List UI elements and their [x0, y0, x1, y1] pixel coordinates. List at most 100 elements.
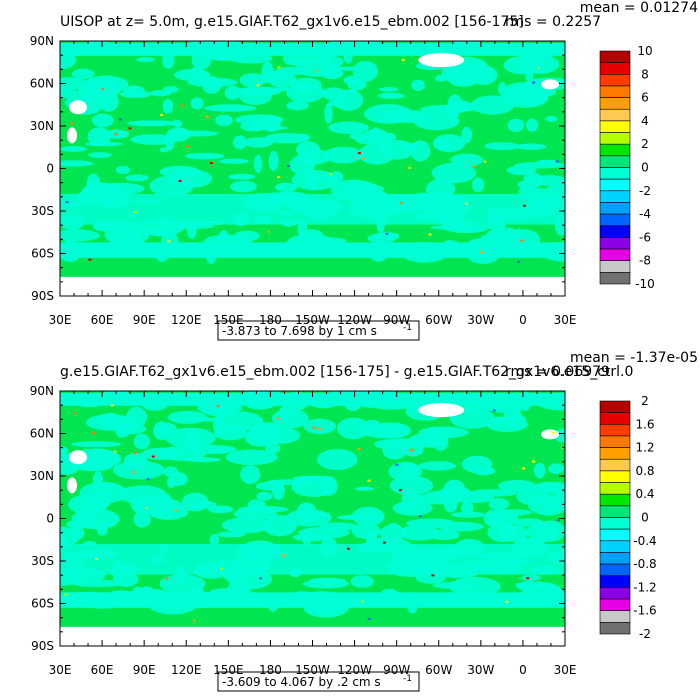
patch	[133, 198, 166, 203]
x-tick-label: 60E	[91, 313, 114, 327]
patch	[297, 149, 331, 165]
patch	[92, 471, 104, 490]
patch	[498, 81, 507, 96]
patch	[251, 125, 288, 131]
patch	[539, 241, 565, 262]
range-text: -3.609 to 4.067 by .2 cm s	[222, 675, 381, 689]
patch	[60, 229, 100, 242]
patch	[291, 170, 339, 191]
legend-swatch	[599, 575, 631, 588]
x-tick-label: 90W	[383, 313, 410, 327]
patch	[533, 462, 546, 479]
patch	[347, 78, 367, 91]
legend-swatch	[599, 540, 631, 553]
patch	[232, 212, 249, 227]
patch	[174, 69, 211, 81]
extreme-speck	[551, 431, 555, 434]
patch	[337, 417, 370, 440]
extreme-speck	[64, 593, 68, 596]
extreme-speck	[312, 426, 316, 429]
legend-swatch	[599, 85, 631, 98]
extreme-speck	[134, 210, 138, 213]
patch	[198, 394, 242, 417]
patch	[269, 70, 290, 80]
patch	[123, 85, 145, 98]
extreme-speck	[145, 507, 149, 510]
patch	[268, 150, 279, 172]
legend-swatch	[599, 97, 631, 110]
patch	[440, 240, 462, 255]
patch	[445, 100, 460, 122]
legend-label: -0.4	[633, 534, 656, 548]
patch	[286, 100, 309, 111]
extreme-speck	[281, 554, 285, 557]
patch	[488, 509, 519, 527]
legend-swatch	[599, 213, 631, 227]
extreme-speck	[357, 448, 361, 451]
extreme-speck	[431, 574, 435, 577]
panel-title: UISOP at z= 5.0m, g.e15.GIAF.T62_gx1v6.e…	[60, 14, 524, 30]
patch	[461, 126, 473, 143]
patch	[487, 215, 506, 231]
patch	[60, 214, 85, 231]
patch	[230, 180, 257, 193]
patch	[519, 207, 556, 218]
mask-east	[541, 79, 559, 90]
legend-label: -1.6	[633, 604, 656, 618]
legend-swatch	[599, 202, 631, 215]
patch	[280, 219, 298, 227]
patch	[433, 140, 453, 150]
patch	[265, 479, 314, 486]
patch	[356, 541, 404, 553]
patch	[303, 418, 336, 435]
patch	[430, 224, 482, 231]
patch	[167, 130, 219, 137]
legend-swatch	[599, 493, 631, 507]
extreme-speck	[128, 127, 132, 130]
extreme-speck	[483, 160, 487, 163]
extreme-speck	[276, 417, 280, 420]
legend-swatch	[599, 178, 631, 192]
patch	[234, 230, 260, 242]
extreme-speck	[472, 165, 476, 168]
patch	[324, 103, 333, 124]
extreme-speck	[317, 427, 321, 430]
extreme-speck	[119, 118, 123, 121]
patch	[534, 520, 565, 542]
legend-label: -8	[639, 254, 651, 268]
x-tick-label: 150E	[213, 663, 244, 677]
patch	[258, 192, 300, 200]
legend-label: 0.4	[635, 487, 654, 501]
legend-label: 0	[641, 161, 649, 175]
legend-swatch	[599, 412, 631, 425]
legend-label: -1.2	[633, 580, 656, 594]
rms-label: rms = 0.2257	[505, 14, 601, 30]
patch	[226, 580, 251, 602]
patch	[60, 145, 87, 152]
range-label: -3.873 to 7.698 by 1 cm s -1	[217, 320, 420, 341]
patch	[332, 246, 348, 252]
patch	[514, 162, 565, 169]
patch	[292, 203, 328, 210]
patch	[186, 221, 197, 239]
patch	[112, 571, 139, 587]
extreme-speck	[185, 144, 189, 147]
extreme-speck	[410, 448, 414, 451]
patch	[65, 568, 106, 583]
extreme-speck	[562, 85, 565, 88]
patch	[71, 441, 122, 448]
extreme-speck	[180, 104, 184, 107]
patch	[116, 563, 142, 573]
extreme-speck	[556, 519, 560, 522]
patch	[514, 581, 554, 590]
patch	[405, 43, 434, 55]
patch	[411, 79, 426, 91]
x-tick-label: 120E	[171, 313, 202, 327]
patch	[425, 426, 443, 448]
patch	[153, 421, 171, 441]
patch	[540, 195, 565, 200]
legend-swatch	[599, 260, 631, 273]
patch	[265, 442, 281, 454]
patch	[183, 457, 222, 463]
extreme-speck	[287, 165, 291, 168]
